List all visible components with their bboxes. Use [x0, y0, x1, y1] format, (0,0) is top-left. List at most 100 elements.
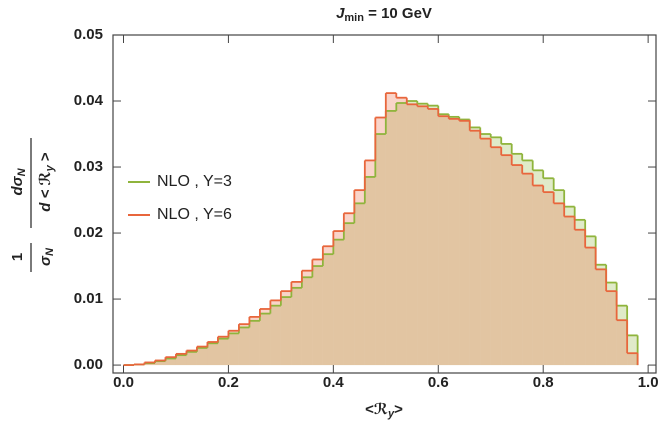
hist-bin-fill	[574, 229, 586, 366]
y-tick-label: 0.01	[74, 290, 103, 307]
x-tick-label: 0.8	[533, 374, 554, 391]
title-sub: min	[344, 12, 364, 24]
hist-bin-fill	[427, 108, 439, 366]
x-tick-label: 1.0	[638, 374, 659, 391]
hist-bin-fill	[175, 355, 187, 366]
hist-bin-fill	[249, 316, 260, 366]
hist-bin-fill	[522, 173, 533, 366]
hist-bin-fill	[480, 134, 491, 366]
hist-bin-fill	[459, 119, 470, 366]
hist-bin-fill	[396, 97, 407, 366]
hist-bin-fill	[406, 104, 418, 366]
hist-bin-fill	[532, 170, 544, 366]
hist-bin-fill	[511, 153, 523, 366]
hist-bin-fill	[585, 236, 596, 366]
hist-bin-fill	[354, 203, 365, 366]
hist-bin-fill	[564, 216, 575, 366]
hist-bin-fill	[280, 297, 292, 366]
hist-bin-fill	[501, 155, 512, 366]
hist-bin-fill	[333, 231, 344, 366]
hist-bin-fill	[627, 335, 638, 366]
hist-bin-fill	[291, 281, 302, 366]
ylabel-sub: y	[44, 164, 56, 172]
hist-bin-fill	[280, 291, 292, 366]
hist-bin-fill	[154, 361, 166, 366]
hist-bin-fill	[343, 213, 355, 366]
hist-bin-fill	[364, 176, 376, 366]
hist-bin-fill	[511, 165, 523, 366]
hist-bin-fill	[522, 160, 533, 366]
hist-bin-fill	[627, 353, 638, 366]
hist-bin-fill	[385, 93, 397, 366]
hist-bin-fill	[165, 357, 176, 366]
hist-bin-fill	[606, 291, 617, 366]
hist-bin-fill	[417, 106, 428, 366]
ylabel-den: d < ℛy >	[37, 152, 56, 212]
hist-bin-fill	[301, 277, 313, 366]
ylabel-part: σ	[37, 255, 54, 266]
hist-bin-fill	[553, 190, 565, 366]
y-tick-label: 0.02	[74, 224, 103, 241]
hist-bin-fill	[406, 101, 418, 366]
hist-bin-fill	[186, 351, 197, 366]
hist-bin-fill	[207, 343, 218, 366]
hist-bin-fill	[595, 264, 607, 366]
hist-bin-fill	[553, 203, 565, 366]
hist-bin-fill	[343, 223, 355, 366]
hist-bin-fill	[322, 246, 334, 366]
hist-bin-fill	[606, 282, 617, 366]
hist-bin-fill	[385, 110, 397, 366]
ylabel-den: σN	[37, 247, 56, 266]
hist-bin-fill	[238, 324, 250, 366]
title-part: = 10 GeV	[364, 5, 432, 22]
xlabel-part: <ℛ	[365, 401, 388, 418]
x-tick-label: 0.0	[113, 374, 134, 391]
hist-bin-fill	[217, 336, 229, 366]
hist-bin-fill	[238, 327, 250, 366]
chart-title: Jmin = 10 GeV	[336, 5, 432, 24]
hist-bin-fill	[459, 120, 470, 366]
plot-frame	[112, 34, 657, 374]
hist-bin-fill	[438, 114, 449, 366]
hist-bin-fill	[270, 305, 281, 366]
ylabel-part: >	[37, 152, 54, 165]
ylabel-sub: N	[44, 247, 56, 256]
hist-bin-fill	[417, 103, 428, 366]
hist-bin-fill	[259, 313, 271, 366]
hist-bin-fill	[207, 341, 218, 366]
hist-bin-fill	[165, 358, 176, 366]
hist-bin-fill	[585, 247, 596, 366]
hist-bin-fill	[228, 330, 239, 366]
hist-bin-fill	[301, 270, 313, 366]
hist-bin-fill	[595, 269, 607, 366]
legend-label: NLO , Y=6	[157, 206, 232, 223]
hist-bin-fill	[469, 130, 481, 366]
x-tick-label: 0.6	[428, 374, 449, 391]
hist-bin-fill	[354, 190, 365, 366]
hist-bin-fill	[333, 239, 344, 366]
hist-bin-fill	[259, 308, 271, 366]
hist-bin-fill	[396, 102, 407, 366]
hist-bin-fill	[438, 116, 449, 366]
hist-bin-fill	[448, 116, 460, 366]
histograms	[123, 92, 639, 366]
x-axis-label: <ℛy>	[365, 401, 403, 420]
xlabel-part: >	[394, 401, 403, 418]
hist-bin-fill	[291, 287, 302, 366]
hist-bin-fill	[144, 363, 155, 366]
hist-bin-fill	[364, 160, 376, 366]
y-tick-label: 0.03	[74, 158, 103, 175]
hist-bin-fill	[312, 266, 323, 366]
hist-bin-fill	[543, 178, 554, 366]
hist-bin-fill	[616, 305, 628, 366]
hist-bin-fill	[270, 300, 281, 366]
x-tick-label: 0.2	[218, 374, 239, 391]
hist-bin-fill	[228, 333, 239, 366]
ylabel-sub: N	[16, 167, 28, 176]
ylabel-part: dσ	[9, 175, 26, 195]
hist-bin-fill	[480, 138, 491, 366]
hist-bin-fill	[490, 147, 502, 366]
hist-bin-fill	[469, 127, 481, 366]
hist-bin-fill	[196, 347, 208, 366]
